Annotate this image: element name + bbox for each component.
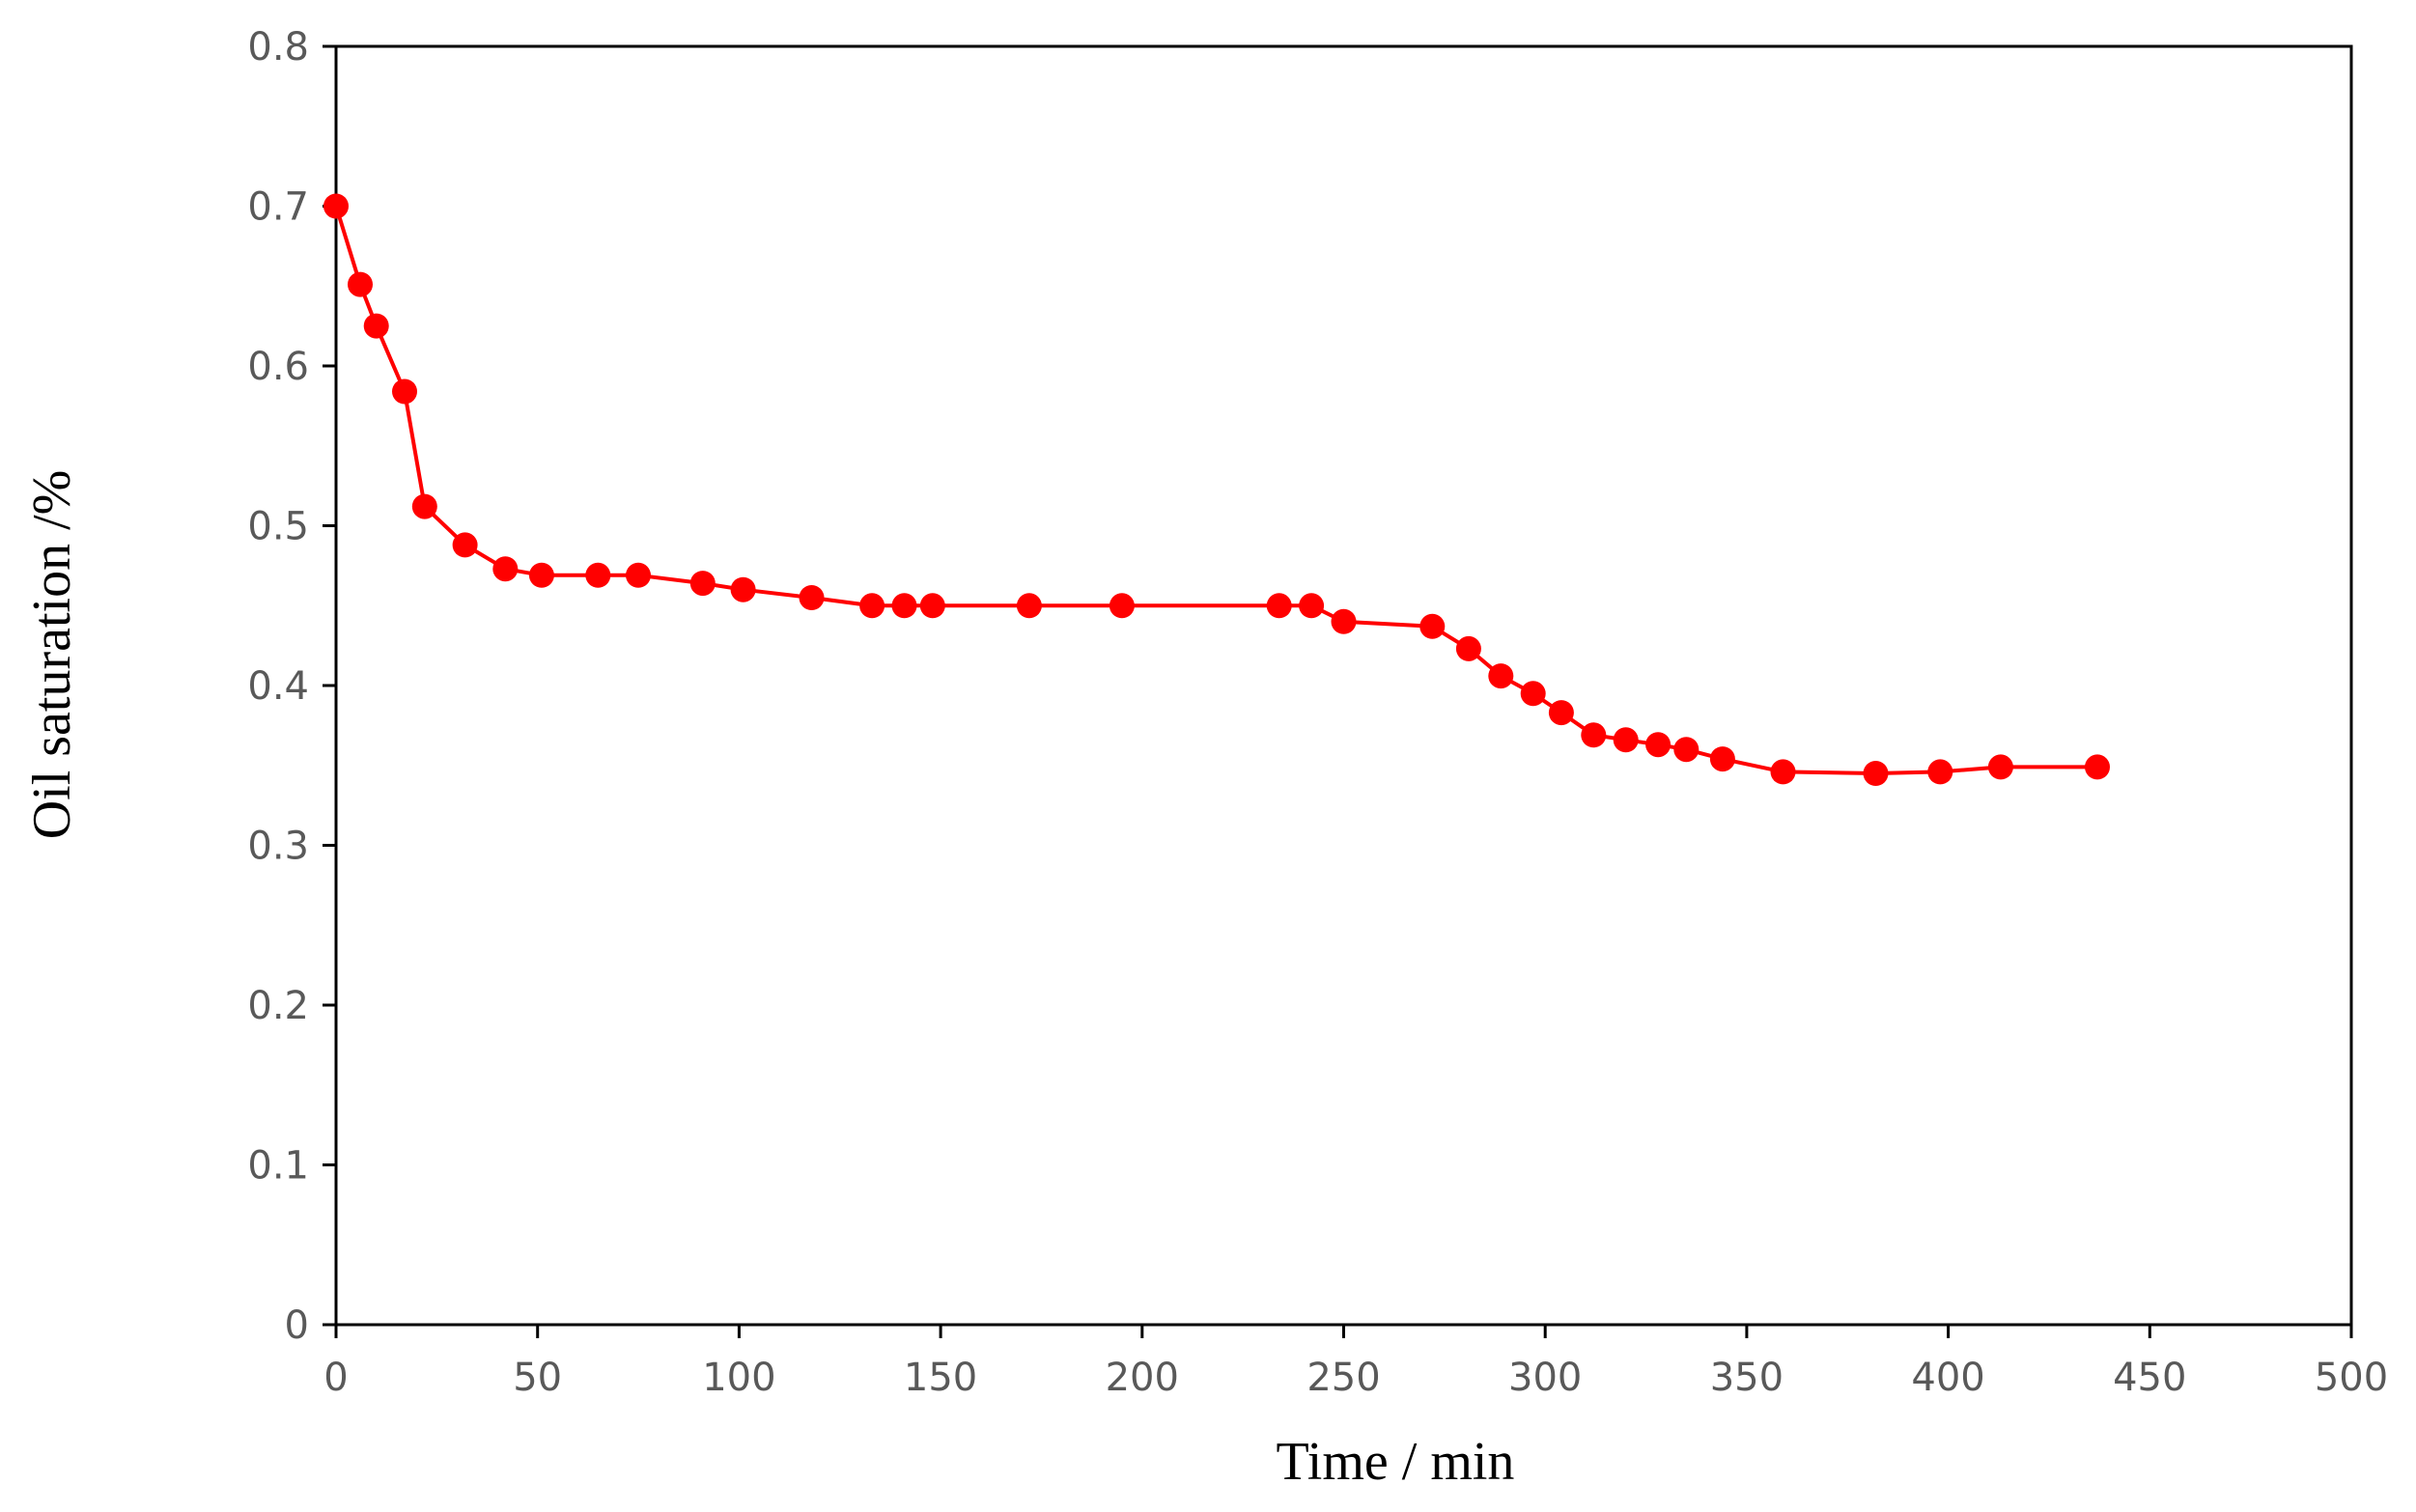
data-point [1548,700,1574,726]
data-point [392,378,417,405]
x-tick-label: 50 [513,1356,562,1400]
y-tick-label: 0.6 [247,345,309,389]
y-tick-label: 0.2 [247,984,309,1028]
series-layer [323,193,2110,786]
data-point [411,493,437,519]
data-point [730,576,756,602]
data-point [1581,722,1607,748]
data-point [1645,732,1672,758]
data-point [2085,754,2110,780]
y-tick-label: 0 [285,1303,309,1348]
x-tick-label: 150 [904,1356,977,1400]
data-point [585,562,611,588]
data-point [1613,727,1639,753]
data-point [1299,593,1325,619]
data-point [452,532,478,558]
x-tick-label: 450 [2113,1356,2186,1400]
y-tick-label: 0.1 [247,1144,309,1189]
x-tick-label: 250 [1306,1356,1380,1400]
data-point [1520,681,1546,707]
data-point [919,593,945,619]
data-point [891,593,917,619]
data-point [363,313,389,339]
y-tick-label: 0.5 [247,505,309,549]
axis-ticks: 0 0.1 0.2 0.3 0.4 0.5 0.6 0.7 0.8 0 50 100 150 200 250… [247,25,2388,1400]
data-point [626,562,651,588]
data-point [323,193,349,219]
x-tick-label: 100 [702,1356,775,1400]
data-point [528,562,554,588]
y-tick-label: 0.3 [247,825,309,869]
y-tick-label: 0.8 [247,25,309,70]
data-point [1488,663,1514,689]
x-tick-label: 0 [323,1356,348,1400]
data-point [1016,593,1042,619]
data-point [1331,608,1357,634]
x-tick-label: 400 [1911,1356,1984,1400]
y-axis-title: Oil saturation /% [22,470,82,840]
data-point [1709,746,1735,772]
x-tick-label: 300 [1508,1356,1582,1400]
data-point [1863,761,1889,786]
data-point [492,556,519,582]
x-tick-label: 200 [1106,1356,1179,1400]
data-point [1419,613,1446,639]
data-point [1673,737,1700,763]
data-point [1987,754,2013,780]
y-tick-label: 0.4 [247,664,309,709]
data-point [1770,759,1796,785]
data-point [1109,593,1135,619]
data-point [348,271,373,297]
y-tick-label: 0.7 [247,185,309,230]
data-point [1455,635,1481,661]
x-tick-label: 500 [2315,1356,2388,1400]
data-point [1266,593,1292,619]
data-point [799,585,825,610]
data-point [689,571,716,597]
data-point [859,593,885,619]
data-point [1927,759,1953,785]
x-tick-label: 350 [1710,1356,1784,1400]
x-axis-title: Time / min [1277,1432,1515,1492]
